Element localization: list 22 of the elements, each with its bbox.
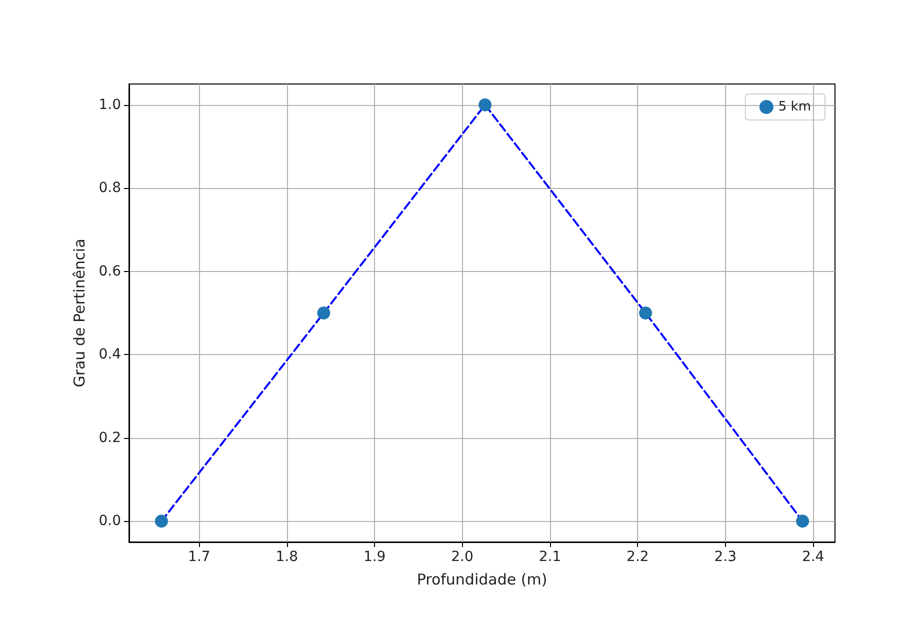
point bbox=[478, 98, 492, 112]
y-tick-label: 0.8 bbox=[98, 180, 121, 196]
y-tick-label: 1.0 bbox=[98, 96, 121, 113]
x-tick-label: 2.0 bbox=[451, 549, 474, 565]
y-tick-label: 0.6 bbox=[98, 263, 122, 280]
y-axis-title: Grau de Pertinência bbox=[70, 238, 88, 388]
x-axis-title: Profundidade (m) bbox=[416, 570, 548, 588]
x-tick-label: 1.7 bbox=[188, 549, 210, 565]
legend-label: 5 km bbox=[778, 100, 812, 114]
x-tick-label: 1.9 bbox=[363, 549, 386, 565]
x-tick-label: 1.8 bbox=[276, 549, 298, 565]
point bbox=[639, 306, 652, 320]
y-tick-label: 0.2 bbox=[98, 430, 121, 446]
point bbox=[317, 306, 330, 320]
y-tick-label: 0.4 bbox=[98, 346, 122, 363]
x-tick-label: 2.3 bbox=[714, 549, 737, 565]
y-tick-label: 0.0 bbox=[98, 513, 121, 530]
x-tick-label: 2.2 bbox=[626, 549, 649, 565]
point bbox=[796, 514, 810, 528]
x-tick-label: 2.4 bbox=[802, 549, 824, 565]
x-tick-label: 2.1 bbox=[538, 549, 562, 565]
point bbox=[154, 514, 168, 528]
